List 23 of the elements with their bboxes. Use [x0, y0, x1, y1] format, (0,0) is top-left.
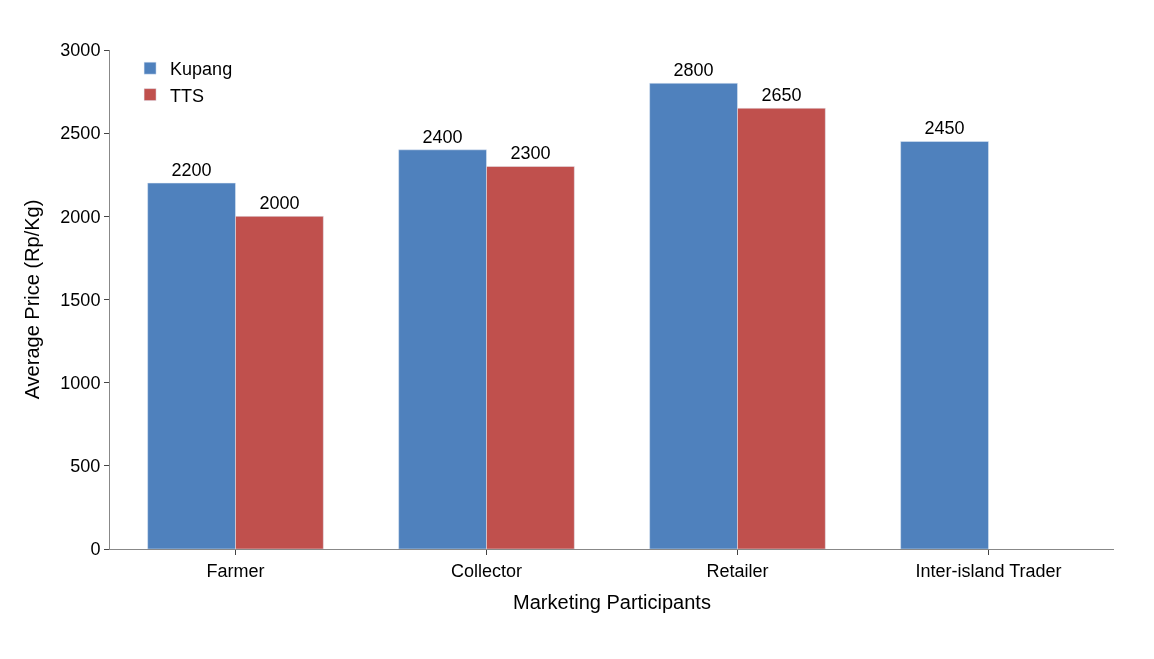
x-tick-label: Retailer	[706, 560, 769, 581]
data-label: 2400	[422, 126, 463, 147]
y-tick-label: 2000	[60, 206, 101, 227]
y-tick-label: 500	[70, 456, 101, 477]
data-label: 2300	[510, 143, 551, 164]
legend-label: TTS	[170, 85, 205, 106]
data-label: 2200	[171, 160, 212, 181]
x-tick-label: Inter-island Trader	[915, 560, 1062, 581]
y-tick-label: 1500	[60, 289, 101, 310]
legend-label: Kupang	[170, 59, 233, 80]
y-tick-label: 1000	[60, 372, 101, 393]
x-axis-title: Marketing Participants	[513, 591, 711, 614]
y-axis-title: Average Price (Rp/Kg)	[20, 199, 43, 400]
data-label: 2450	[924, 118, 965, 139]
x-tick-label: Collector	[450, 560, 523, 581]
data-label: 2800	[673, 60, 714, 81]
bar	[900, 141, 989, 549]
data-label: 2650	[761, 85, 802, 106]
y-tick-label: 2500	[60, 123, 101, 144]
y-tick-label: 3000	[60, 40, 101, 61]
y-tick-label: 0	[90, 539, 101, 560]
data-label: 2000	[259, 193, 300, 214]
x-tick-label: Farmer	[206, 560, 265, 581]
